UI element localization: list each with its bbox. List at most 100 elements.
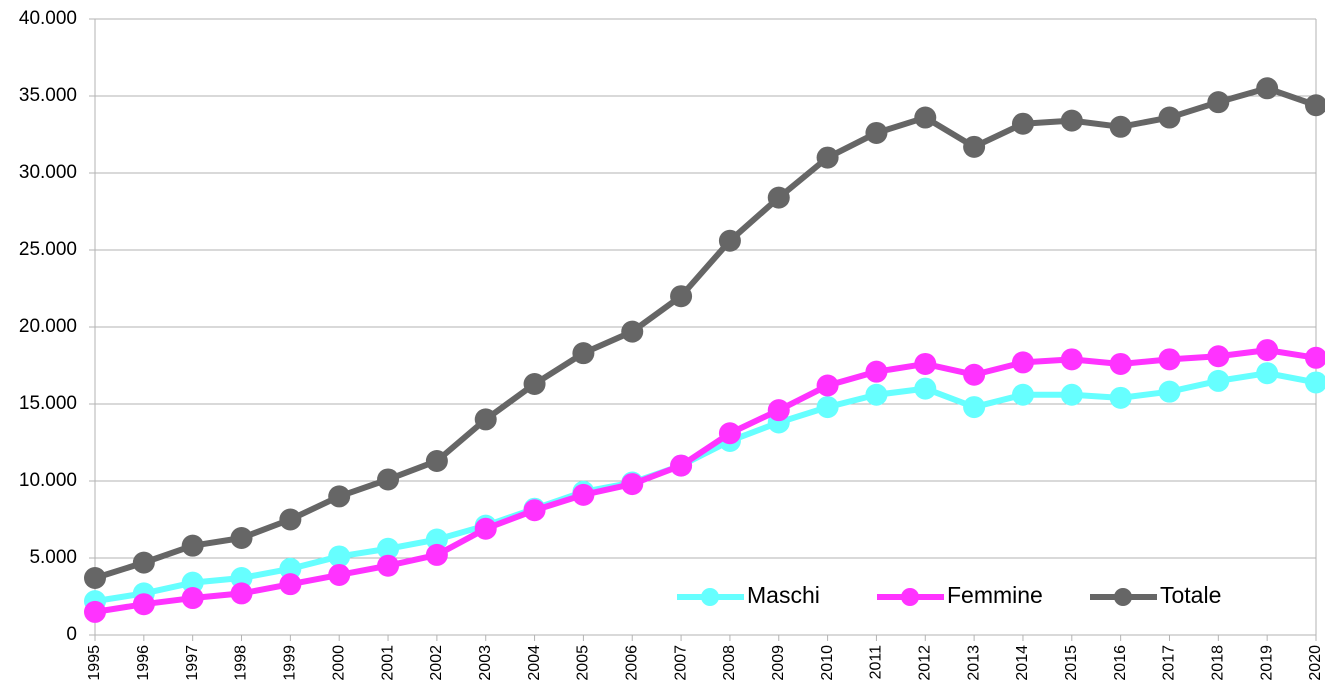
- x-tick-label: 2012: [916, 645, 933, 681]
- y-tick-label: 35.000: [19, 85, 77, 106]
- series-line: [94, 370, 1317, 605]
- x-tick-label: 2015: [1063, 645, 1080, 681]
- data-point: [1060, 109, 1083, 132]
- data-point: [963, 396, 986, 419]
- data-point: [181, 571, 204, 594]
- x-tick-label: 1996: [135, 645, 152, 681]
- x-tick-label: 2000: [330, 645, 347, 681]
- x-tick-label: 2002: [428, 645, 445, 681]
- x-tick-label: 1999: [282, 645, 299, 681]
- data-point: [279, 508, 302, 531]
- data-point: [1158, 106, 1181, 129]
- data-point: [474, 517, 497, 540]
- data-point: [1207, 369, 1230, 392]
- data-point: [621, 473, 644, 496]
- x-tick-label: 2006: [623, 645, 640, 681]
- data-point: [230, 582, 253, 605]
- data-point: [1011, 383, 1034, 406]
- data-point: [767, 186, 790, 209]
- data-point: [377, 468, 400, 491]
- data-point: [963, 135, 986, 158]
- data-point: [474, 408, 497, 431]
- data-point: [279, 573, 302, 596]
- data-point: [1158, 380, 1181, 403]
- data-point: [767, 399, 790, 422]
- data-point: [132, 593, 155, 616]
- x-tick-label: 2013: [965, 645, 982, 681]
- data-point: [621, 320, 644, 343]
- data-point: [1060, 383, 1083, 406]
- data-point: [572, 342, 595, 365]
- data-point: [328, 485, 351, 508]
- data-point: [1109, 386, 1132, 409]
- legend-label: Totale: [1160, 582, 1221, 608]
- data-point: [1109, 115, 1132, 138]
- data-point: [1256, 339, 1279, 362]
- x-tick-label: 2001: [379, 645, 396, 681]
- data-point: [1011, 351, 1034, 374]
- data-point: [914, 352, 937, 375]
- data-point: [1305, 346, 1325, 369]
- y-tick-label: 0: [66, 624, 77, 645]
- x-tick-label: 2007: [672, 645, 689, 681]
- y-tick-label: 30.000: [19, 162, 77, 183]
- data-point: [1207, 91, 1230, 114]
- data-point: [1256, 77, 1279, 100]
- y-tick-label: 10.000: [19, 470, 77, 491]
- x-tick-label: 2016: [1112, 645, 1129, 681]
- data-point: [1109, 352, 1132, 375]
- y-tick-label: 25.000: [19, 239, 77, 260]
- data-point: [523, 372, 546, 395]
- x-tick-label: 2009: [770, 645, 787, 681]
- data-point: [816, 146, 839, 169]
- data-point: [1305, 94, 1325, 117]
- x-tick-label: 2003: [477, 645, 494, 681]
- data-point: [425, 543, 448, 566]
- data-point: [230, 526, 253, 549]
- data-point: [1256, 362, 1279, 385]
- data-point: [816, 396, 839, 419]
- x-tick-label: 1997: [184, 645, 201, 681]
- x-tick-label: 2004: [526, 645, 543, 681]
- data-point: [1207, 345, 1230, 368]
- legend-label: Femmine: [947, 582, 1043, 608]
- data-point: [279, 557, 302, 580]
- y-tick-label: 5.000: [29, 547, 77, 568]
- x-tick-label: 2008: [721, 645, 738, 681]
- data-point: [718, 422, 741, 445]
- y-tick-label: 20.000: [19, 316, 77, 337]
- data-point: [377, 537, 400, 560]
- data-point: [425, 528, 448, 551]
- data-point: [377, 554, 400, 577]
- x-tick-label: 2020: [1307, 645, 1324, 681]
- data-point: [181, 587, 204, 610]
- x-tick-label: 2011: [868, 645, 885, 680]
- x-tick-label: 2005: [575, 645, 592, 681]
- data-point: [1060, 348, 1083, 371]
- data-point: [718, 229, 741, 252]
- data-point: [963, 363, 986, 386]
- data-point: [865, 383, 888, 406]
- y-tick-label: 15.000: [19, 393, 77, 414]
- data-point: [230, 567, 253, 590]
- data-point: [328, 545, 351, 568]
- data-point: [1011, 112, 1034, 135]
- legend-marker: [901, 588, 919, 606]
- data-point: [84, 600, 106, 623]
- data-point: [670, 454, 693, 477]
- data-point: [670, 285, 693, 308]
- y-tick-label: 40.000: [19, 8, 77, 29]
- data-point: [181, 534, 204, 557]
- data-point: [84, 567, 106, 590]
- x-tick-label: 1995: [86, 645, 103, 681]
- data-point: [816, 374, 839, 397]
- data-point: [1158, 348, 1181, 371]
- data-point: [523, 499, 546, 522]
- data-point: [865, 360, 888, 383]
- legend-marker: [701, 588, 719, 606]
- data-point: [572, 483, 595, 506]
- x-tick-label: 2019: [1258, 645, 1275, 681]
- x-tick-label: 2010: [819, 645, 836, 681]
